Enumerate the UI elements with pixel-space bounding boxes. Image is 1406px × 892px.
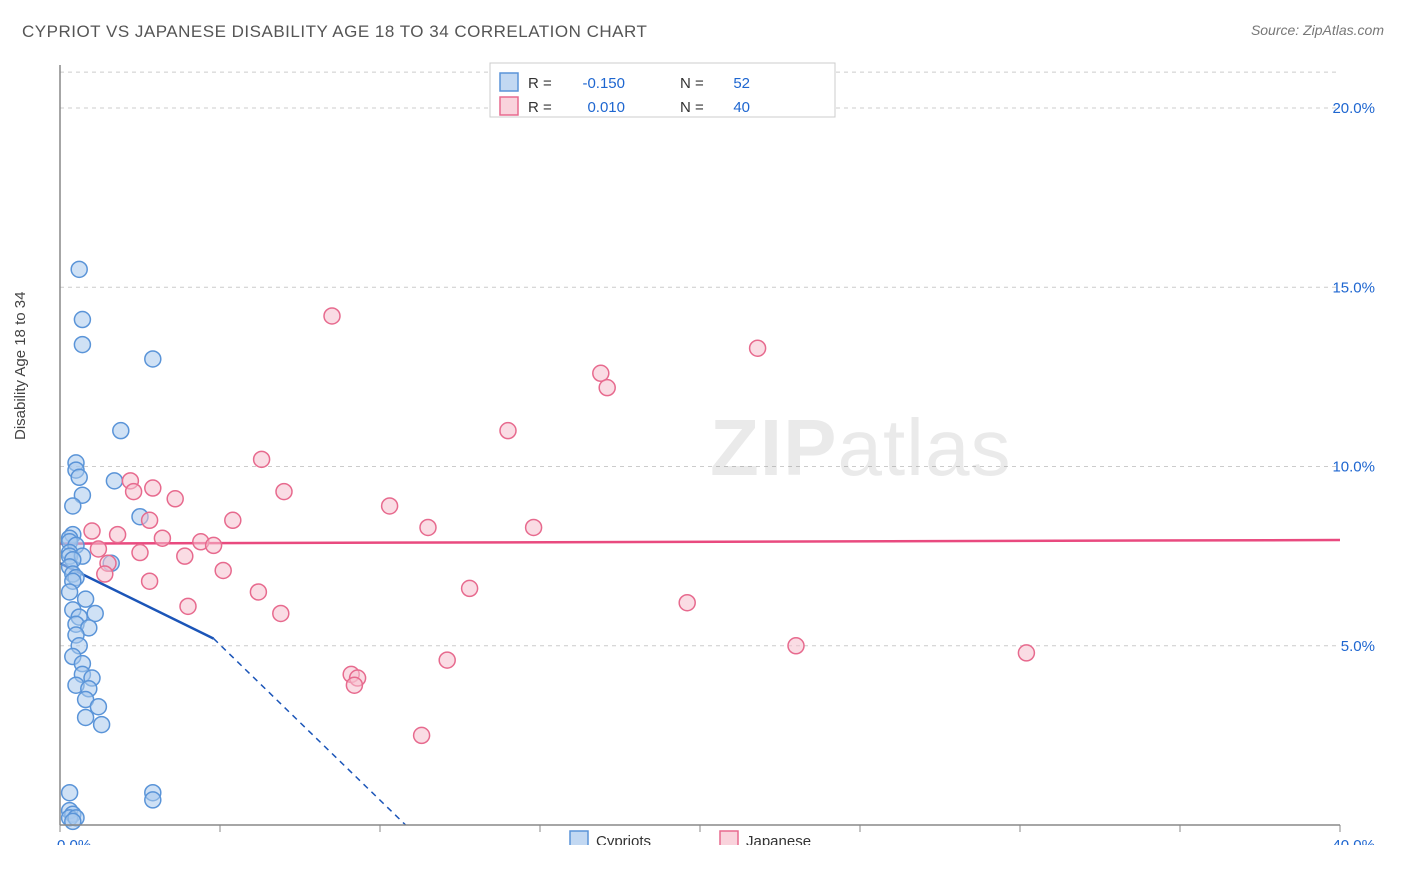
svg-text:Cypriots: Cypriots — [596, 833, 651, 845]
series-legend: Cypriots Japanese — [570, 831, 811, 845]
chart-title: CYPRIOT VS JAPANESE DISABILITY AGE 18 TO… — [22, 22, 647, 42]
correlation-legend: R = -0.150 N = 52 R = 0.010 N = 40 — [490, 63, 835, 117]
svg-text:20.0%: 20.0% — [1332, 100, 1375, 117]
data-points — [62, 261, 1035, 829]
svg-text:N =: N = — [680, 75, 704, 92]
svg-text:-0.150: -0.150 — [582, 75, 625, 92]
svg-text:R =: R = — [528, 99, 552, 116]
svg-text:R =: R = — [528, 75, 552, 92]
watermark: ZIPatlas — [710, 403, 1011, 492]
trend-lines — [60, 540, 1340, 825]
svg-text:5.0%: 5.0% — [1341, 638, 1375, 655]
svg-text:0.010: 0.010 — [587, 99, 625, 116]
y-axis-label: Disability Age 18 to 34 — [12, 292, 29, 440]
svg-text:Japanese: Japanese — [746, 833, 811, 845]
svg-text:0.0%: 0.0% — [57, 837, 91, 845]
svg-text:N =: N = — [680, 99, 704, 116]
svg-text:15.0%: 15.0% — [1332, 279, 1375, 296]
svg-text:40.0%: 40.0% — [1332, 837, 1375, 845]
source-attribution: Source: ZipAtlas.com — [1251, 22, 1384, 38]
svg-text:ZIPatlas: ZIPatlas — [710, 403, 1011, 492]
svg-text:52: 52 — [733, 75, 750, 92]
gridlines — [60, 72, 1340, 646]
scatter-chart: ZIPatlas 5.0% 10.0% 15.0% 20.0% 0.0% 40.0% R … — [50, 55, 1380, 845]
svg-text:40: 40 — [733, 99, 750, 116]
svg-text:10.0%: 10.0% — [1332, 459, 1375, 476]
